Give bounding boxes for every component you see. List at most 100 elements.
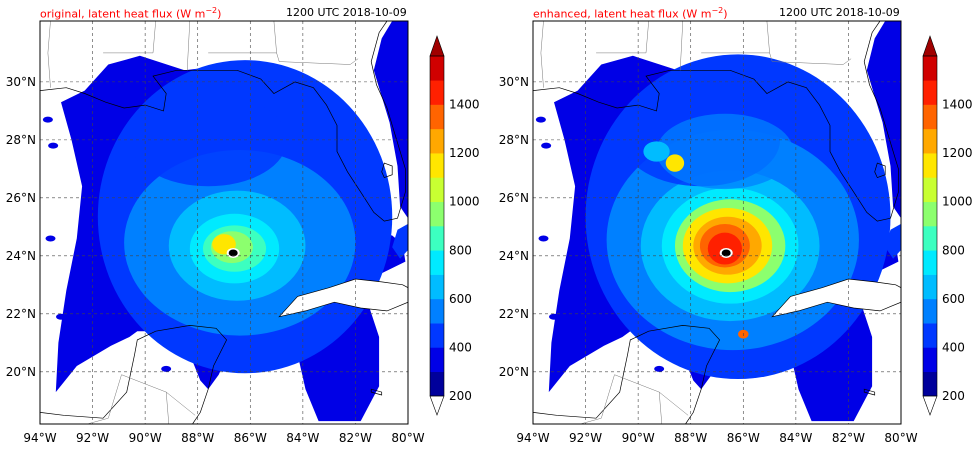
lat-tick-label: 26°N [499, 191, 529, 205]
colorbar-tick-label: 400 [942, 340, 965, 354]
lat-tick-label: 28°N [6, 133, 36, 147]
colorbar-extend-bottom [429, 395, 445, 416]
state-border [540, 21, 544, 88]
lat-tick-label: 24°N [6, 249, 36, 263]
colorbar-extend-top [922, 35, 938, 57]
state-border [596, 21, 649, 54]
colorbar-segment [430, 250, 444, 275]
colorbar-segment [430, 323, 444, 348]
state-border [769, 52, 852, 65]
flux-hotspot [665, 154, 685, 172]
colorbar-segment [923, 274, 937, 300]
colorbar-extend-bottom [922, 395, 938, 416]
colorbar-tick-label: 800 [449, 243, 472, 257]
state-border [276, 52, 359, 65]
colorbar-segment [923, 371, 937, 397]
lat-tick-label: 20°N [6, 365, 36, 379]
colorbar-tick-label: 200 [449, 389, 472, 403]
colorbar-segment [430, 80, 444, 105]
colorbar-frame [922, 55, 938, 397]
flux-atlantic [373, 21, 408, 219]
flux-patch [48, 142, 59, 149]
graticule [40, 21, 408, 424]
flux-patch [575, 131, 586, 138]
country-border [580, 374, 663, 424]
lon-tick-label: 84°W [779, 431, 812, 445]
flux-field [533, 21, 901, 424]
coastlines [40, 21, 408, 424]
colorbar-tick-label: 1200 [942, 146, 973, 160]
colorbar: 200 400 600 800 1000 1200 1400 [922, 35, 973, 416]
colorbar-segment [923, 298, 937, 324]
colorbar-segment [430, 274, 444, 300]
panel-original: original, latent heat flux (W m−2) 1200 … [6, 6, 480, 445]
colorbar-segment [923, 201, 937, 227]
coastline-yucatan [533, 325, 721, 424]
borders [47, 21, 359, 424]
lake-okeechobee [874, 162, 886, 179]
state-border [186, 21, 191, 71]
panel-time: 1200 UTC 2018-10-09 [779, 6, 900, 19]
lon-tick-label: 92°W [569, 431, 602, 445]
panel-time: 1200 UTC 2018-10-09 [286, 6, 407, 19]
lon-tick-label: 80°W [391, 431, 424, 445]
map-frame [532, 20, 902, 425]
lat-tick-label: 24°N [499, 249, 529, 263]
state-border [103, 21, 156, 54]
colorbar-segment [430, 371, 444, 397]
state-border [679, 21, 684, 71]
flux-bahamas [392, 223, 408, 259]
flux-band-north [656, 113, 794, 190]
lon-tick-label: 94°W [23, 431, 56, 445]
coastline-cayman [370, 388, 383, 396]
lake-okeechobee [381, 162, 393, 179]
colorbar-segment [923, 128, 937, 154]
colorbar-segment [923, 226, 937, 251]
lon-tick-label: 94°W [516, 431, 549, 445]
country-border [166, 391, 196, 416]
coastline-cuba [771, 278, 901, 318]
lon-tick-label: 84°W [286, 431, 319, 445]
colorbar-tick-label: 600 [942, 292, 965, 306]
colorbar-segment [923, 250, 937, 275]
colorbar-tick-label: 200 [942, 389, 965, 403]
panel-title: original, latent heat flux (W m−2) [40, 6, 222, 21]
flux-patch [56, 313, 67, 320]
colorbar-tick-label: 1000 [449, 195, 480, 209]
lon-tick-label: 86°W [234, 431, 267, 445]
flux-hotspot [643, 141, 670, 162]
map-enhanced: 94°W 92°W 90°W 88°W 86°W 84°W 82°W 80°W 30°N 28°N… [499, 20, 973, 445]
lat-tick-label: 30°N [499, 75, 529, 89]
flux-patch [654, 365, 665, 372]
colorbar-segment [430, 347, 444, 373]
colorbar-tick-label: 800 [942, 243, 965, 257]
lon-tick-label: 92°W [76, 431, 109, 445]
colorbar: 200 400 600 800 1000 1200 1400 [429, 35, 480, 416]
colorbar-segment [923, 104, 937, 130]
lon-tick-label: 86°W [727, 431, 760, 445]
colorbar-segment [430, 104, 444, 130]
lon-tick-label: 82°W [339, 431, 372, 445]
colorbar-tick-label: 1400 [449, 98, 480, 112]
flux-patch [549, 313, 560, 320]
colorbar-segment [430, 177, 444, 203]
colorbar-tick-label: 1200 [449, 146, 480, 160]
colorbar-frame [429, 55, 445, 397]
colorbar-segment [923, 177, 937, 203]
state-border [701, 21, 770, 54]
lon-tick-label: 90°W [622, 431, 655, 445]
colorbar-segment [923, 56, 937, 81]
lon-tick-label: 82°W [832, 431, 865, 445]
colorbar-segment [923, 153, 937, 178]
colorbar-tick-label: 1400 [942, 98, 973, 112]
coastline-yucatan [40, 325, 228, 424]
lat-tick-label: 26°N [6, 191, 36, 205]
lat-tick-label: 28°N [499, 133, 529, 147]
colorbar-segment [923, 347, 937, 373]
flux-patch [538, 235, 549, 242]
panel-title: enhanced, latent heat flux (W m−2) [533, 6, 728, 21]
flux-patch [82, 131, 93, 138]
lon-tick-label: 80°W [884, 431, 917, 445]
lon-tick-label: 90°W [129, 431, 162, 445]
colorbar-segment [430, 153, 444, 178]
